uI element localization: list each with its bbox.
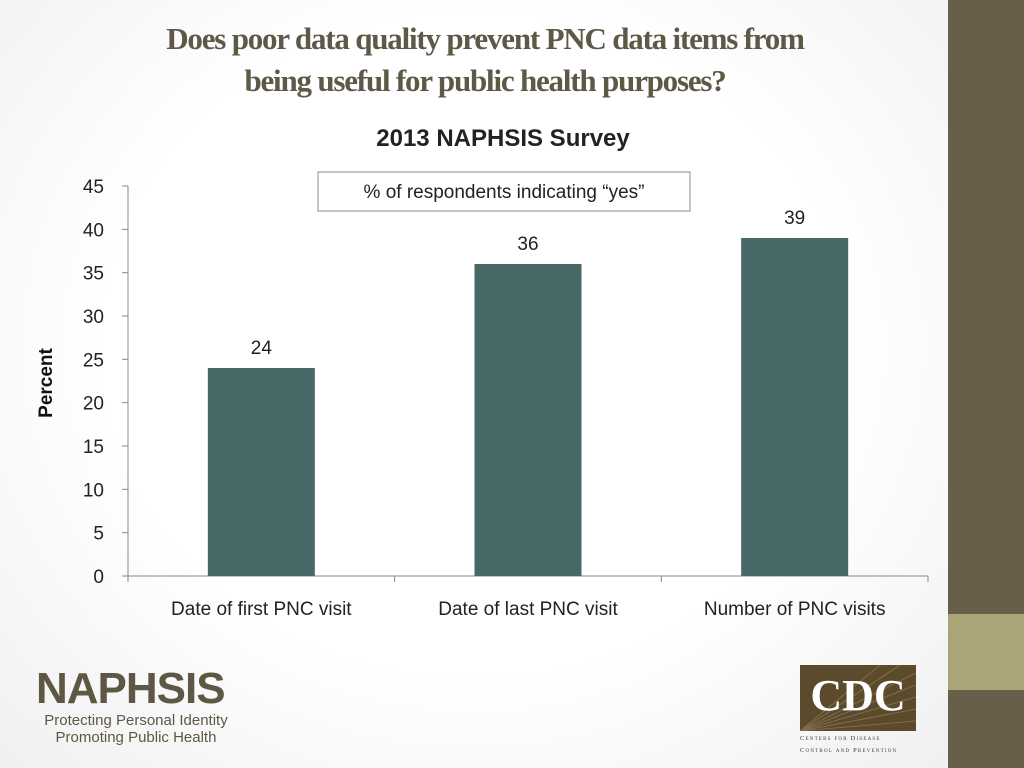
y-axis: 0 5 10 15 20 25 30 35 40 45 — [83, 177, 129, 588]
naphsis-logo-name: NAPHSIS — [36, 664, 226, 713]
cdc-logo: CDC Centers for Disease Control and Prev… — [800, 665, 922, 755]
bar-series: 24 36 39 — [207, 208, 849, 576]
bar-data-label: 24 — [251, 338, 273, 359]
y-tick-label: 30 — [83, 307, 104, 328]
bar — [207, 368, 315, 576]
bar-data-label: 39 — [784, 208, 805, 229]
slide-title-line-2: being useful for public health purposes? — [244, 63, 726, 98]
y-tick-label: 35 — [83, 264, 104, 285]
chart-annotation-text: % of respondents indicating “yes” — [364, 182, 645, 203]
chart-annotation: % of respondents indicating “yes” — [317, 171, 691, 212]
y-tick-label: 40 — [83, 220, 104, 241]
y-axis-label: Percent — [36, 347, 57, 417]
bar — [474, 264, 582, 576]
x-axis: Date of first PNC visit Date of last PNC … — [127, 575, 929, 620]
bar-chart: 2013 NAPHSIS Survey % of respondents ind… — [36, 125, 929, 620]
y-tick-label: 0 — [93, 567, 104, 588]
x-tick-label: Date of last PNC visit — [438, 599, 618, 620]
cdc-logo-subtitle-1: Centers for Disease — [800, 735, 881, 742]
y-tick-label: 10 — [83, 480, 104, 501]
naphsis-tagline-2: Promoting Public Health — [55, 729, 217, 746]
x-tick-label: Number of PNC visits — [704, 599, 886, 620]
chart-annotation-box — [317, 171, 691, 212]
y-tick-label: 25 — [83, 350, 104, 371]
side-strip — [948, 0, 1024, 768]
y-tick-label: 20 — [83, 394, 104, 415]
naphsis-tagline-1: Protecting Personal Identity — [44, 712, 228, 729]
x-tick-label: Date of first PNC visit — [171, 599, 352, 620]
y-tick-label: 45 — [83, 177, 104, 198]
slide-title: Does poor data quality prevent PNC data … — [30, 18, 940, 102]
cdc-logo-rays — [800, 665, 916, 731]
cdc-logo-name: CDC — [810, 671, 906, 720]
bar — [741, 238, 849, 576]
cdc-logo-box: CDC — [800, 665, 916, 731]
slide-title-line-1: Does poor data quality prevent PNC data … — [166, 21, 805, 56]
bar-data-label: 36 — [517, 234, 538, 255]
cdc-logo-subtitle-2: Control and Prevention — [800, 747, 898, 754]
naphsis-logo: NAPHSIS Protecting Personal Identity Pro… — [36, 664, 246, 747]
chart-title: 2013 NAPHSIS Survey — [376, 125, 630, 152]
side-strip-accent — [948, 614, 1024, 690]
y-tick-label: 15 — [83, 437, 104, 458]
y-tick-label: 5 — [93, 524, 104, 545]
